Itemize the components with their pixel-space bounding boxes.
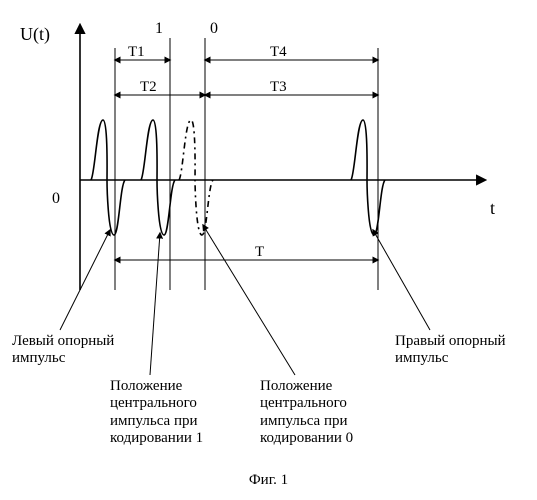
t4-label: Т4 <box>270 44 287 61</box>
x-axis-label: t <box>490 198 495 219</box>
t3-label: Т3 <box>270 79 287 96</box>
t-label: Т <box>255 244 264 261</box>
t2-label: Т2 <box>140 79 157 96</box>
origin-label: 0 <box>52 190 60 208</box>
center0-annotation: Положениецентральногоимпульса прикодиров… <box>260 378 353 447</box>
y-axis-label: U(t) <box>20 24 50 45</box>
left-ref-annotation: Левый опорныйимпульс <box>12 333 114 368</box>
figure-caption: Фиг. 1 <box>0 472 537 489</box>
bit-one-label: 1 <box>155 20 163 38</box>
bit-zero-label: 0 <box>210 20 218 38</box>
center1-annotation: Положениецентральногоимпульса прикодиров… <box>110 378 203 447</box>
t1-label: Т1 <box>128 44 145 61</box>
right-ref-annotation: Правый опорныйимпульс <box>395 333 506 368</box>
